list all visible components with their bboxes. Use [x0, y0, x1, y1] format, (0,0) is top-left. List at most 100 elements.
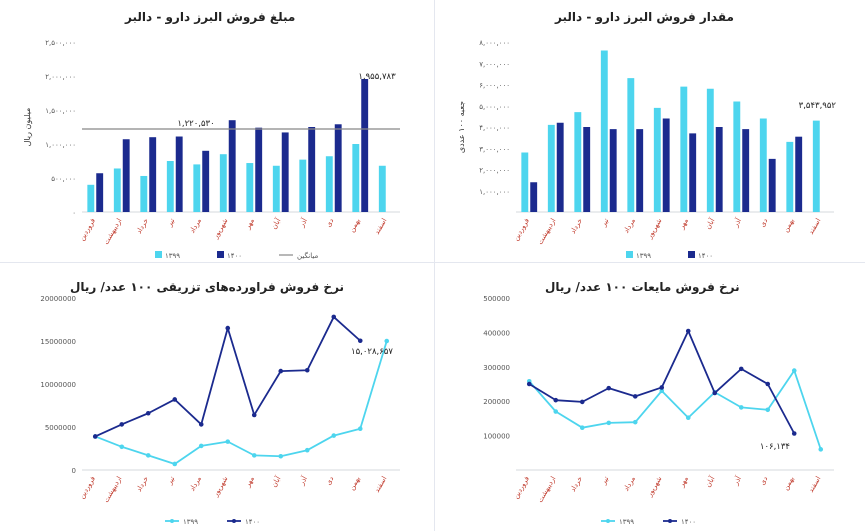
x-tick-label: بهمن — [348, 475, 362, 492]
legend-swatch-1400 — [217, 251, 224, 258]
bar-1400 — [530, 182, 538, 212]
legend-marker — [668, 519, 672, 523]
legend-marker — [606, 519, 610, 523]
y-axis-label: جعبه ۱۰۰ عددی — [457, 101, 466, 153]
x-tick-label: شهریور — [645, 475, 663, 499]
x-tick-label: مهر — [243, 475, 256, 489]
chart-liquids-rate-svg: 100000 200000 300000 400000 500000 فروردین ارد… — [483, 295, 834, 526]
x-tick-label: شهریور — [645, 217, 663, 241]
data-point-1400 — [579, 399, 585, 405]
data-point-1399 — [145, 453, 151, 458]
x-tick-label: دی — [758, 475, 769, 486]
chart-title-injectables-rate: نرخ فروش فراورده‌های تزریقی ۱۰۰ عدد/ ریا… — [70, 280, 345, 294]
divider-vertical — [434, 0, 435, 531]
y-tick-label: 300000 — [483, 364, 510, 372]
x-tick-label: شهریور — [211, 475, 229, 499]
bar-1400 — [795, 136, 803, 212]
bar-1399 — [600, 50, 608, 212]
data-point-1399 — [791, 368, 797, 373]
chart-sales-amount: ۰ ۵۰۰,۰۰۰ ۱,۰۰۰,۰۰۰ ۱,۵۰۰,۰۰۰ ۲,۰۰۰,۰۰۰ ۲,۵۰۰… — [0, 30, 430, 262]
y-tick-label: ۲,۵۰۰,۰۰۰ — [45, 39, 76, 47]
bar-1399 — [299, 159, 307, 212]
bar-1399 — [706, 88, 714, 212]
y-tick-label: 100000 — [483, 433, 510, 441]
bar-1400 — [149, 137, 157, 212]
bar-1399 — [786, 141, 794, 212]
bar-1399 — [352, 144, 360, 212]
bar-1399 — [574, 112, 582, 212]
data-point-1400 — [765, 381, 771, 387]
series-line-1400 — [528, 330, 796, 434]
bar-1400 — [96, 173, 104, 212]
y-tick-label: 5000000 — [45, 424, 76, 432]
x-tick-label: آبان — [703, 474, 717, 489]
bar-1399 — [733, 101, 741, 212]
y-tick-label: ۰ — [72, 209, 76, 217]
x-tick-label: آذر — [730, 216, 743, 230]
x-tick-label: مهر — [677, 475, 690, 489]
x-tick-label: آذر — [296, 216, 309, 230]
x-tick-label: اسفند — [373, 475, 389, 494]
y-tick-label: ۳,۰۰۰,۰۰۰ — [479, 145, 510, 153]
bar-1399 — [140, 175, 148, 212]
bar-1400 — [281, 132, 289, 212]
data-point-1399 — [172, 461, 178, 467]
x-tick-label: شهریور — [211, 217, 229, 241]
bar-1400 — [715, 127, 723, 212]
data-point-1400 — [632, 394, 638, 399]
y-tick-label: ۶,۰۰۰,۰۰۰ — [479, 82, 510, 90]
x-tick-label: آبان — [269, 216, 283, 231]
y-tick-label: ۵,۰۰۰,۰۰۰ — [479, 103, 510, 111]
chart-sales-quantity-svg: ۱,۰۰۰,۰۰۰ ۲,۰۰۰,۰۰۰ ۳,۰۰۰,۰۰۰ ۴,۰۰۰,۰۰۰ ۵,۰۰… — [457, 39, 836, 260]
y-tick-label: ۴,۰۰۰,۰۰۰ — [479, 124, 510, 132]
series-line-1399 — [94, 340, 388, 465]
bar-1400 — [689, 133, 697, 212]
data-point-1400 — [198, 422, 204, 427]
bar-1399 — [246, 163, 254, 212]
data-point-1399 — [357, 426, 363, 432]
y-tick-label: ۱,۰۰۰,۰۰۰ — [479, 188, 510, 196]
bar-1400 — [202, 150, 210, 212]
x-tick-label: خرداد — [569, 475, 584, 493]
y-tick-label: ۸,۰۰۰,۰۰۰ — [479, 39, 510, 47]
bar-1399 — [812, 120, 820, 212]
series-line-1399 — [528, 369, 822, 450]
x-tick-label: آذر — [296, 474, 309, 488]
bar-1399 — [378, 165, 386, 212]
y-axis-label: میلیون ریال — [23, 108, 32, 147]
data-point-1400 — [553, 397, 559, 403]
bar-1400 — [334, 124, 342, 212]
data-point-1400 — [526, 381, 532, 387]
data-point-1399 — [198, 443, 204, 449]
data-point-1399 — [579, 425, 585, 430]
bar-1400 — [361, 79, 369, 212]
data-point-1399 — [659, 388, 665, 394]
data-point-1400 — [251, 412, 257, 418]
legend-label: ۱۴۰۰ — [245, 518, 260, 526]
data-label: ۱,۲۲۰,۵۳۰ — [177, 119, 214, 129]
legend-swatch-1400 — [688, 251, 695, 258]
x-tick-label: خرداد — [569, 217, 584, 235]
legend-label: ۱۳۹۹ — [636, 252, 651, 260]
y-tick-label: ۱,۰۰۰,۰۰۰ — [45, 141, 76, 149]
x-tick-label: مرداد — [188, 475, 203, 493]
divider-horizontal — [0, 262, 865, 263]
y-tick-label: 400000 — [483, 329, 510, 337]
bar-1399 — [87, 184, 95, 212]
y-tick-label: 15000000 — [40, 338, 76, 346]
data-point-1399 — [304, 447, 310, 453]
x-tick-label: بهمن — [782, 217, 796, 234]
x-tick-label: دی — [324, 475, 335, 486]
bar-1399 — [113, 168, 121, 212]
legend-marker — [232, 519, 236, 523]
bar-1400 — [175, 136, 183, 212]
data-point-1400 — [278, 368, 284, 374]
x-tick-label: فروردین — [512, 217, 531, 242]
bar-1400 — [636, 129, 644, 212]
x-tick-label: خرداد — [135, 217, 150, 235]
x-tick-label: اردیبهشت — [102, 475, 123, 504]
x-tick-label: فروردین — [78, 217, 97, 242]
bar-1400 — [122, 139, 130, 212]
data-point-1400 — [659, 385, 665, 390]
data-point-1400 — [712, 390, 718, 396]
